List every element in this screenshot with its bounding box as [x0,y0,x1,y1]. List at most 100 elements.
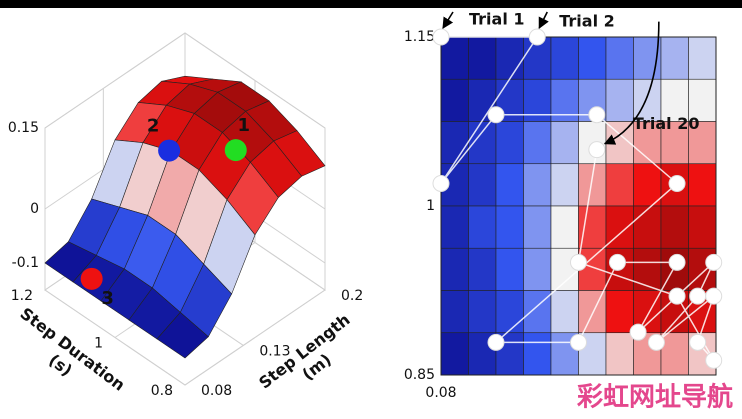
heatmap-cell [688,36,717,80]
heatmap-cell [660,205,689,249]
heatmap-cell [605,290,634,334]
z-tick-label: -0.1 [12,255,39,271]
trial-point [487,106,505,124]
heatmap-cell [688,163,717,207]
marker-label: 3 [101,288,114,309]
trial-point [668,253,686,271]
y-tick-label: 0.85 [404,367,435,383]
heatmap-cell [440,247,469,291]
heatmap-cell [550,36,579,80]
annotation-arrow [538,11,549,30]
heatmap-cell [605,332,634,376]
heatmap-cell [440,205,469,249]
heatmap-cell [468,36,497,80]
heatmap-cell [495,163,524,207]
x-tick-label: 0.2 [341,288,363,304]
heatmap-cell [495,121,524,165]
heatmap-cell [688,205,717,249]
trial-point [705,351,723,369]
heatmap-cell [495,205,524,249]
y-axis-title: Step Duration(s) [17,304,129,395]
heatmap-cell [468,163,497,207]
trial-point [689,287,707,305]
heatmap-cell [660,36,689,80]
y-tick-label: 0.8 [151,383,173,399]
grid-line [44,32,186,129]
annotation-text: Trial 20 [633,114,700,133]
trial-point [432,28,450,46]
trial-marker [224,139,247,162]
heatmap-cell [468,205,497,249]
heatmap-cell [440,332,469,376]
heatmap-cell [495,290,524,334]
heatmap-cell [550,290,579,334]
trial-point [705,253,723,271]
trial-point [647,333,665,351]
heatmap-cell [440,78,469,122]
y-tick-label: 1.15 [404,29,435,45]
trial-point [528,28,546,46]
heatmap-cell [495,36,524,80]
heatmap-cell [605,163,634,207]
heatmap-chart: 0.85 1 1.15 0.08 Trial 1 Trial 2 Trial 20 [404,10,723,401]
heatmap-cell [633,247,662,291]
y-tick-label: 1 [94,336,103,352]
trial-point [668,287,686,305]
heatmap-cell [550,121,579,165]
trial-point [570,253,587,271]
heatmap-cell [523,247,552,291]
annotation-text: Trial 1 [469,10,525,29]
annotation-arrow [442,11,454,29]
heatmap-cell [523,205,552,249]
heatmap-cell [633,163,662,207]
heatmap-cell [523,163,552,207]
trial-point [608,253,626,271]
heatmap-cell [578,163,607,207]
watermark: 彩虹网址导航 [576,382,733,413]
trial-point [689,333,707,351]
heatmap-cell [523,121,552,165]
trial-point [705,287,723,305]
trial-point [487,333,505,351]
marker-label: 2 [147,116,160,137]
x-tick-label: 0.13 [259,343,290,359]
y-tick-label: 1.2 [11,288,33,304]
trial-point [432,174,450,192]
plot-border [440,36,717,376]
annotation-text: Trial 2 [559,12,615,31]
trial-marker [158,139,181,162]
heatmap-cell [633,205,662,249]
heatmap-cell [440,290,469,334]
heatmap-cell [605,36,634,80]
x-tick-label: 0.08 [201,383,232,399]
heatmap-cell [605,78,634,122]
surface-patch [156,311,209,359]
y-tick-label: 1 [426,198,435,214]
trial-marker [80,267,103,290]
trial-point [588,106,606,124]
top-bar [0,0,742,8]
z-tick-label: 0 [30,201,39,217]
trial-point [629,323,647,341]
heatmap-cell [660,121,689,165]
heatmap-cell [633,121,662,165]
x-tick-label: 0.08 [425,385,456,401]
heatmap-cell [660,78,689,122]
heatmap-cell [578,290,607,334]
z-tick-label: 0.15 [8,120,39,136]
heatmap-cell [550,163,579,207]
heatmap-cell [468,121,497,165]
heatmap-cell [550,205,579,249]
heatmap-cell [578,205,607,249]
heatmap-cell [468,247,497,291]
trial-point [588,141,606,159]
heatmap-cell [495,247,524,291]
annotation-arrow [603,21,660,145]
trial-point [570,333,587,351]
trial-point [668,174,686,192]
heatmap-cell [440,121,469,165]
grid-line [184,289,326,386]
